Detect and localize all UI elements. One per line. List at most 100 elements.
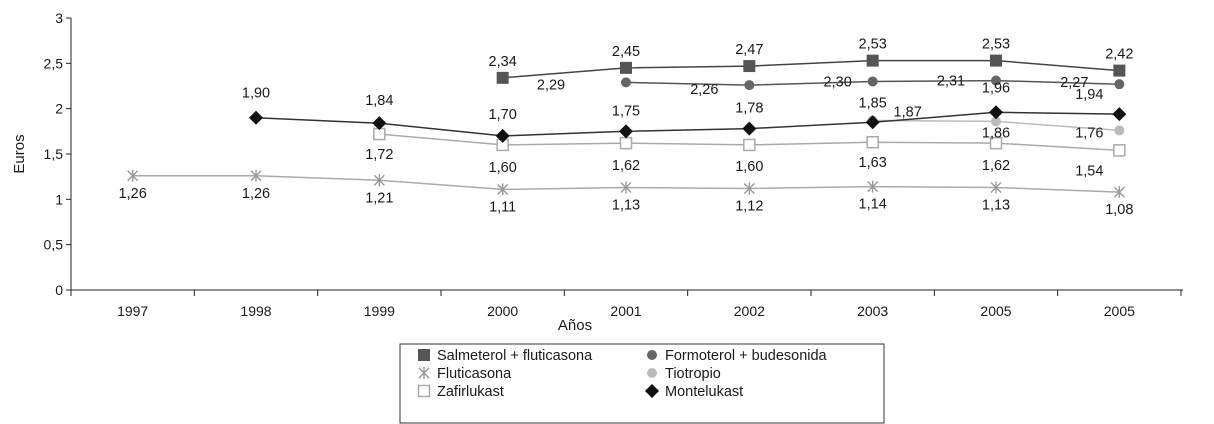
data-label-salmeterol-fluticasona: 2,34 bbox=[489, 54, 517, 70]
data-point-formoterol-budesonida bbox=[1114, 79, 1125, 90]
data-label-formoterol-budesonida: 2,31 bbox=[937, 74, 965, 90]
y-tick-label: 3 bbox=[55, 10, 63, 26]
x-axis-title: Años bbox=[558, 317, 592, 334]
data-point-salmeterol-fluticasona bbox=[1113, 64, 1126, 77]
y-tick-label: 2,5 bbox=[44, 55, 64, 71]
data-label-montelukast: 1,90 bbox=[242, 86, 270, 102]
data-point-montelukast bbox=[989, 105, 1003, 120]
data-label-fluticasona: 1,13 bbox=[612, 198, 640, 214]
legend-entry-tiotropio: Tiotropio bbox=[647, 366, 721, 382]
data-point-zafirlukast bbox=[989, 136, 1003, 150]
legend-entry-salmeterol-fluticasona: Salmeterol + fluticasona bbox=[418, 348, 593, 364]
legend-marker-zafirlukast bbox=[417, 384, 431, 398]
data-label-tiotropio: 1,76 bbox=[1075, 125, 1103, 141]
data-label-montelukast: 1,84 bbox=[365, 93, 393, 109]
data-label-fluticasona: 1,26 bbox=[119, 186, 147, 202]
data-label-fluticasona: 1,11 bbox=[489, 199, 516, 215]
data-point-fluticasona bbox=[127, 169, 139, 182]
data-label-zafirlukast: 1,54 bbox=[1075, 163, 1103, 179]
series-line-montelukast bbox=[255, 111, 1120, 137]
y-tick-label: 1,5 bbox=[44, 146, 64, 162]
data-point-zafirlukast bbox=[743, 138, 756, 152]
data-point-salmeterol-fluticasona bbox=[743, 60, 756, 73]
data-label-zafirlukast: 1,62 bbox=[612, 158, 640, 174]
series-layer bbox=[127, 54, 1127, 199]
legend-label-tiotropio: Tiotropio bbox=[665, 366, 721, 382]
data-point-formoterol-budesonida bbox=[744, 80, 755, 91]
data-point-formoterol-budesonida bbox=[867, 76, 878, 87]
series-line-salmeterol-fluticasona bbox=[502, 59, 1120, 79]
legend-entry-formoterol-budesonida: Formoterol + budesonida bbox=[647, 348, 828, 364]
data-label-formoterol-budesonida: 2,26 bbox=[690, 82, 718, 98]
y-tick-label: 0 bbox=[55, 282, 63, 298]
y-tick-label: 2 bbox=[55, 101, 63, 117]
data-point-montelukast bbox=[619, 124, 633, 139]
x-tick-label: 1997 bbox=[117, 303, 148, 319]
legend-marker-salmeterol-fluticasona bbox=[418, 349, 430, 361]
data-label-tiotropio: 1,87 bbox=[894, 104, 922, 120]
legend-marker-montelukast bbox=[645, 384, 659, 398]
legend-label-formoterol-budesonida: Formoterol + budesonida bbox=[665, 348, 828, 364]
y-tick-label: 1 bbox=[55, 191, 63, 207]
data-point-salmeterol-fluticasona bbox=[496, 71, 509, 84]
x-tick-label: 2001 bbox=[610, 303, 641, 319]
data-labels: 2,34 2,45 2,47 2,53 2,53 2,42 2,29 2,26 2,30 2,31… bbox=[119, 37, 1134, 218]
x-tick-label: 2002 bbox=[734, 303, 765, 319]
y-axis-title: Euros bbox=[11, 134, 28, 173]
data-point-tiotropio bbox=[991, 116, 1001, 127]
data-label-zafirlukast: 1,72 bbox=[365, 147, 393, 163]
data-label-formoterol-budesonida: 2,30 bbox=[824, 74, 852, 90]
data-label-zafirlukast: 1,60 bbox=[489, 160, 517, 176]
data-label-salmeterol-fluticasona: 2,42 bbox=[1105, 47, 1133, 63]
legend-entry-montelukast: Montelukast bbox=[645, 384, 743, 400]
data-label-salmeterol-fluticasona: 2,53 bbox=[859, 37, 887, 53]
data-point-zafirlukast bbox=[1113, 144, 1126, 157]
data-point-fluticasona bbox=[250, 169, 262, 182]
x-tick-label: 1999 bbox=[364, 303, 395, 319]
data-point-zafirlukast bbox=[866, 135, 879, 149]
legend: Salmeterol + fluticasona Formoterol + bud… bbox=[399, 343, 885, 424]
data-point-zafirlukast bbox=[619, 136, 633, 150]
x-tick-label: 2003 bbox=[857, 303, 888, 319]
legend-marker-tiotropio bbox=[647, 368, 657, 378]
data-label-salmeterol-fluticasona: 2,53 bbox=[982, 37, 1010, 53]
data-point-zafirlukast bbox=[373, 127, 386, 141]
data-point-formoterol-budesonida bbox=[621, 77, 631, 88]
data-point-fluticasona bbox=[497, 183, 509, 196]
data-point-tiotropio bbox=[1114, 125, 1125, 136]
data-point-montelukast bbox=[865, 115, 880, 130]
data-label-fluticasona: 1,08 bbox=[1105, 202, 1133, 218]
series-formoterol-budesonida bbox=[621, 75, 1125, 91]
data-label-formoterol-budesonida: 2,29 bbox=[537, 77, 565, 93]
legend-label-salmeterol-fluticasona: Salmeterol + fluticasona bbox=[437, 348, 593, 364]
data-label-fluticasona: 1,21 bbox=[365, 190, 393, 206]
data-label-zafirlukast: 1,60 bbox=[735, 159, 763, 175]
x-tick-label: 2000 bbox=[487, 303, 518, 319]
data-label-fluticasona: 1,26 bbox=[242, 186, 270, 202]
data-label-montelukast: 1,70 bbox=[489, 107, 517, 123]
data-point-fluticasona bbox=[990, 181, 1002, 194]
data-point-fluticasona bbox=[620, 181, 632, 194]
x-tick-label: 2005 bbox=[980, 303, 1011, 319]
data-point-montelukast bbox=[372, 116, 387, 131]
data-label-fluticasona: 1,13 bbox=[982, 198, 1010, 214]
legend-marker-formoterol-budesonida bbox=[647, 350, 657, 360]
data-label-formoterol-budesonida: 2,27 bbox=[1060, 75, 1088, 91]
legend-label-montelukast: Montelukast bbox=[665, 384, 743, 400]
data-label-montelukast: 1,96 bbox=[982, 80, 1010, 96]
data-point-salmeterol-fluticasona bbox=[990, 54, 1002, 67]
data-label-salmeterol-fluticasona: 2,45 bbox=[612, 44, 640, 60]
data-label-fluticasona: 1,12 bbox=[735, 198, 763, 214]
series-montelukast bbox=[249, 105, 1127, 143]
data-label-montelukast: 1,78 bbox=[735, 101, 763, 117]
data-point-fluticasona bbox=[743, 182, 755, 195]
data-label-tiotropio: 1,86 bbox=[982, 125, 1010, 141]
data-point-salmeterol-fluticasona bbox=[866, 54, 879, 67]
data-label-montelukast: 1,94 bbox=[1075, 87, 1103, 103]
data-point-montelukast bbox=[742, 121, 757, 136]
data-point-montelukast bbox=[1112, 107, 1127, 122]
data-label-montelukast: 1,75 bbox=[612, 103, 640, 119]
data-label-zafirlukast: 1,62 bbox=[982, 158, 1010, 174]
legend-label-zafirlukast: Zafirlukast bbox=[437, 384, 504, 400]
